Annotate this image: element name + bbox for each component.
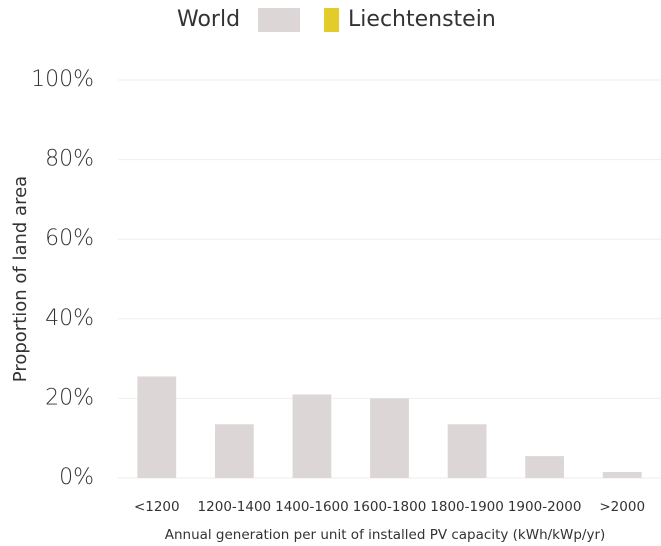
bar [137, 376, 177, 478]
bar [370, 398, 409, 478]
y-tick-label: 0% [59, 465, 94, 490]
x-axis-label: Annual generation per unit of installed … [165, 527, 606, 543]
bar [214, 424, 254, 478]
x-tick-label: 1900-2000 [508, 499, 582, 515]
x-tick-label: >2000 [599, 499, 645, 515]
legend-label: World [177, 7, 240, 32]
bar [602, 472, 642, 478]
legend-swatch [324, 8, 340, 32]
bar [292, 394, 332, 478]
bar [525, 456, 565, 478]
y-axis-label: Proportion of land area [10, 176, 31, 382]
x-tick-label: 1200-1400 [198, 499, 272, 515]
x-tick-label: <1200 [134, 499, 180, 515]
y-tick-label: 20% [45, 385, 94, 410]
y-tick-label: 40% [45, 306, 94, 331]
y-tick-label: 80% [45, 147, 94, 172]
x-tick-label: 1400-1600 [275, 499, 349, 515]
bar [447, 424, 487, 478]
x-tick-label: 1800-1900 [430, 499, 504, 515]
legend-swatch [258, 8, 301, 32]
legend-label: Liechtenstein [348, 7, 496, 32]
y-tick-label: 60% [45, 226, 94, 251]
y-tick-label: 100% [31, 67, 94, 92]
x-tick-label: 1600-1800 [353, 499, 427, 515]
